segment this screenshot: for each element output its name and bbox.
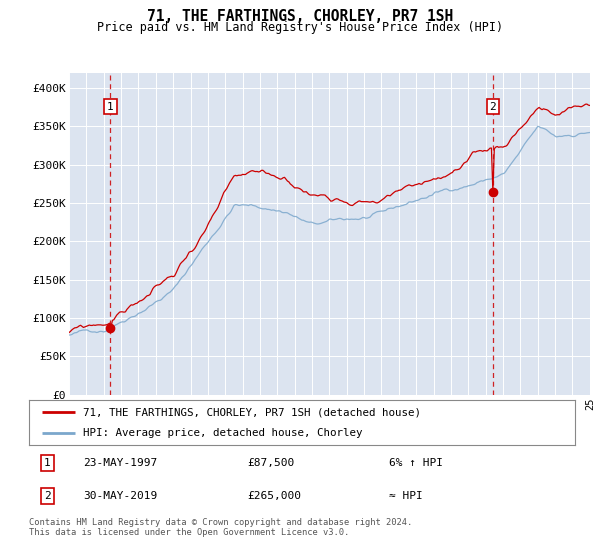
Text: 71, THE FARTHINGS, CHORLEY, PR7 1SH: 71, THE FARTHINGS, CHORLEY, PR7 1SH — [147, 9, 453, 24]
Text: £87,500: £87,500 — [247, 458, 295, 468]
Text: HPI: Average price, detached house, Chorley: HPI: Average price, detached house, Chor… — [83, 428, 363, 438]
Text: Contains HM Land Registry data © Crown copyright and database right 2024.
This d: Contains HM Land Registry data © Crown c… — [29, 518, 412, 538]
Text: 1: 1 — [44, 458, 51, 468]
Text: 2: 2 — [44, 491, 51, 501]
Text: 6% ↑ HPI: 6% ↑ HPI — [389, 458, 443, 468]
Text: ≈ HPI: ≈ HPI — [389, 491, 423, 501]
Text: £265,000: £265,000 — [247, 491, 301, 501]
Text: 71, THE FARTHINGS, CHORLEY, PR7 1SH (detached house): 71, THE FARTHINGS, CHORLEY, PR7 1SH (det… — [83, 408, 421, 418]
Text: 1: 1 — [107, 101, 114, 111]
Text: Price paid vs. HM Land Registry's House Price Index (HPI): Price paid vs. HM Land Registry's House … — [97, 21, 503, 34]
Text: 2: 2 — [490, 101, 496, 111]
Text: 23-MAY-1997: 23-MAY-1997 — [83, 458, 158, 468]
Text: 30-MAY-2019: 30-MAY-2019 — [83, 491, 158, 501]
